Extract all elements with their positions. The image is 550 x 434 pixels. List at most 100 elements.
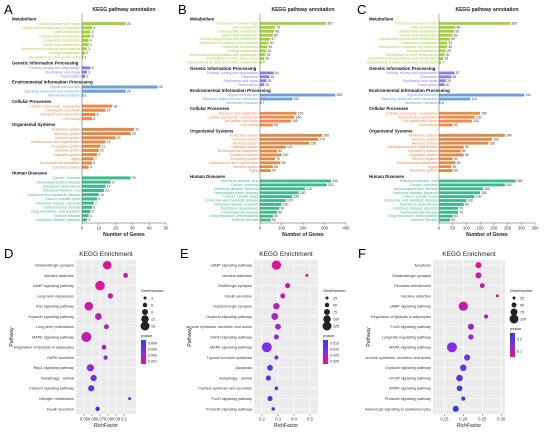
category-label: Carbohydrate metabolism (396, 29, 437, 33)
category-label: Circulatory system (229, 153, 259, 157)
pathway-label: cAMP signaling pathway (33, 284, 74, 288)
chart-title: KEGG Enrichment (259, 251, 313, 258)
bar-global-and-overview-maps (439, 22, 511, 25)
category-label: Carbohydrate metabolism (39, 34, 80, 38)
group-header-cellular-processes: Cellular Processes (12, 99, 52, 104)
bar-cardiovascular-disease (82, 205, 93, 209)
category-label: Metabolism of other amino acids (386, 53, 438, 57)
bar-transport-and-catabolism (82, 112, 96, 117)
category-label: Signal transduction (407, 93, 438, 97)
category-label: Translation (420, 75, 438, 79)
data-label: 20 (446, 83, 450, 87)
x-axis-label: Number of Genes (103, 232, 145, 238)
point-glutamatergic-synapse (475, 272, 482, 279)
category-label: Infectious disease: viral (43, 189, 81, 193)
group-header-human-diseases: Human Diseases (190, 174, 226, 179)
color-legend-tick: 0.003 (148, 347, 157, 351)
category-label: Cardiovascular disease (221, 210, 258, 214)
color-legend-tick: 0.1 (517, 349, 522, 353)
point-camp-signaling-pathway (458, 301, 468, 311)
data-label: 150 (293, 195, 299, 199)
data-label: 60 (274, 123, 278, 127)
category-label: Replication and repair (46, 70, 82, 74)
point-oxytocin-signaling-pathway (271, 313, 279, 320)
x-tick-label: 0.09 (112, 417, 121, 422)
category-label: Energy metabolism (228, 49, 259, 53)
color-legend-tick: 0.2 (517, 337, 522, 341)
data-label: 57 (456, 71, 460, 75)
chart-title: KEGG Enrichment (79, 251, 133, 258)
category-label: Membrane transport (48, 94, 80, 98)
category-label: Endocrine and metabolic disease (385, 199, 438, 203)
group-header-genetic-information-processing: Genetic Information Processing (12, 61, 79, 66)
data-label: 25 (447, 79, 451, 83)
data-label: 4 (90, 165, 92, 169)
bar-cellular-community-eukaryotes (260, 115, 295, 119)
bar-excretory-system (439, 169, 453, 172)
category-label: Lipid metabolism (54, 30, 81, 34)
point-long-term-potentiation (103, 324, 109, 330)
data-label: 40 (451, 218, 455, 222)
data-label: 7 (95, 201, 97, 205)
bar-cancer-overview (439, 183, 505, 187)
category-label: Substance dependence (43, 185, 81, 189)
data-label: 50 (272, 169, 276, 173)
category-label: Signaling molecules and interaction (381, 97, 438, 101)
category-label: Infectious disease: viral (221, 179, 259, 183)
category-label: Metabolism of cofactors and vitamins (378, 45, 437, 49)
bar-replication-and-repair (260, 79, 267, 83)
data-label: 14 (107, 185, 111, 189)
size-legend-label: 50 (520, 303, 524, 307)
pathway-label: Insulin secretion (47, 407, 74, 411)
bar-metabolism-of-other-amino-acids (260, 57, 265, 61)
data-label: 240 (506, 183, 512, 187)
category-label: Drug resistance: antineoplastic (31, 210, 80, 214)
category-label: Carbohydrate metabolism (217, 29, 258, 33)
data-label: 180 (300, 191, 306, 195)
data-label: 30 (268, 79, 272, 83)
bar-signal-transduction (439, 93, 525, 97)
size-legend-label: 25 (520, 296, 524, 300)
pathway-label: Oxytocin signaling pathway (206, 315, 252, 319)
bar-infectious-disease-parasitic (439, 206, 459, 210)
category-label: Metabolism of cofactors and vitamins (21, 47, 80, 51)
group-header-organismal-systems: Organismal Systems (190, 128, 234, 133)
bar-signal-transduction (260, 93, 336, 97)
bar-substance-dependence (82, 184, 106, 188)
bar-infectious-disease-bacterial (82, 201, 94, 205)
data-label: 170 (298, 111, 304, 115)
bar-folding-sorting-and-degradation (439, 71, 455, 75)
point-apoptosis (267, 364, 273, 371)
category-label: Immune system (233, 137, 258, 141)
category-label: Digestive system (231, 145, 258, 149)
category-label: Development and regeneration (31, 140, 80, 144)
data-label: 180 (490, 141, 496, 145)
panel-letter-e: E (180, 246, 189, 261)
category-label: Aging (71, 157, 80, 161)
category-label: Drug resistance: antineoplastic (388, 214, 437, 218)
category-label: Cardiovascular disease (400, 210, 437, 214)
data-label: 14 (107, 109, 111, 113)
group-header-metabolism: Metabolism (190, 16, 214, 21)
bar-energy-metabolism (82, 51, 86, 55)
bar-nervous-system (260, 141, 310, 145)
category-label: Neurodegenerative disease (394, 187, 438, 191)
data-label: 150 (481, 111, 487, 115)
bar-circulatory-system (439, 149, 461, 153)
data-label: 40 (451, 37, 455, 41)
data-label: 80 (462, 149, 466, 153)
bar-digestive-system (82, 153, 98, 157)
pathway-label: Autophagy - animal (219, 376, 252, 380)
bar-metabolism-of-other-amino-acids (439, 53, 445, 57)
bar-cell-growth-and-death (260, 119, 292, 123)
data-label: 3 (88, 218, 90, 222)
data-label: 44 (271, 75, 275, 79)
x-tick-label: 0.08 (104, 417, 113, 422)
pathway-label: Apoptosis (235, 366, 252, 370)
category-label: Cell motility (419, 123, 438, 127)
pathway-label: cAMP signaling pathway (211, 264, 252, 268)
category-label: Transcription (60, 75, 81, 79)
data-label: 17 (112, 180, 116, 184)
color-legend-bar (323, 340, 328, 364)
bar-excretory-system (260, 157, 276, 161)
